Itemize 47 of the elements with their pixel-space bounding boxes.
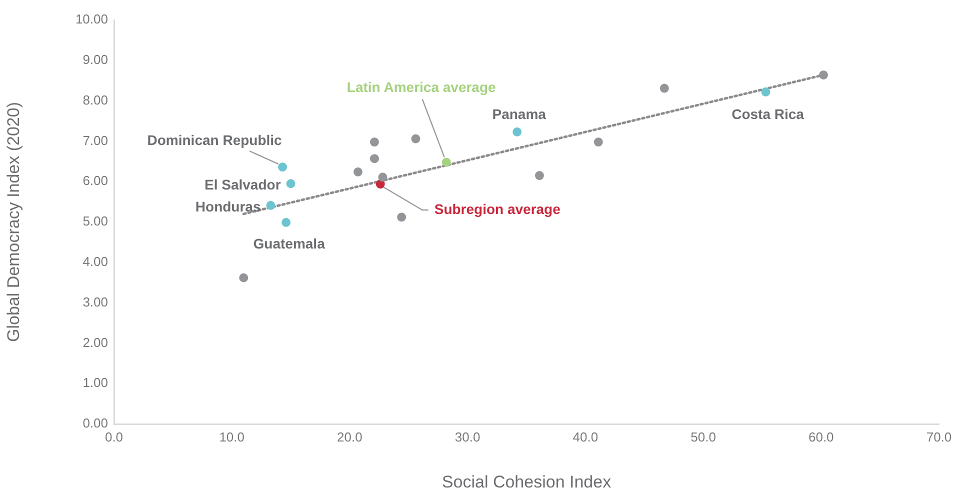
y-tick-label: 8.00 <box>82 92 108 108</box>
point <box>378 172 388 182</box>
y-tick-label: 3.00 <box>82 294 108 310</box>
x-axis-title: Social Cohesion Index <box>442 472 612 492</box>
point <box>370 154 379 164</box>
point <box>266 200 276 210</box>
text: Latin America average <box>346 79 496 96</box>
y-tick-label: 4.00 <box>82 254 108 269</box>
y-axis-title: Global Democracy Index (2020) <box>4 102 23 342</box>
x-tick-label: 70.0 <box>926 429 952 444</box>
x-tick-label: 20.0 <box>337 429 362 444</box>
point <box>594 138 603 147</box>
point <box>512 127 522 136</box>
point <box>411 134 420 144</box>
point <box>397 212 406 222</box>
x-tick-label: 60.0 <box>808 429 834 444</box>
x-tick-label: 30.0 <box>454 429 480 444</box>
x-tick-label: 40.0 <box>572 429 598 444</box>
y-tick-label: 9.00 <box>82 52 108 67</box>
point <box>819 70 828 80</box>
annotation: El Salvador <box>204 176 282 192</box>
point <box>278 162 288 172</box>
y-tick-label: 10.00 <box>75 12 108 27</box>
x-tick-label: 0.0 <box>104 429 124 444</box>
y-tick-label: 1.00 <box>82 375 108 390</box>
x-tick-label: 50.0 <box>690 429 716 444</box>
point <box>534 171 544 180</box>
y-tick-label: 6.00 <box>82 173 108 188</box>
text: Subregion average <box>434 200 561 217</box>
annotation: Dominican Republic <box>147 132 282 148</box>
point <box>239 273 248 282</box>
y-tick-label: 7.00 <box>82 132 108 148</box>
annotation: Costa Rica <box>732 106 804 122</box>
point <box>761 87 770 96</box>
point <box>442 158 451 167</box>
point <box>353 167 362 176</box>
y-tick-label: 0.00 <box>82 416 108 431</box>
y-tick-label: 5.00 <box>82 214 108 229</box>
annotation: Honduras <box>195 198 261 214</box>
point <box>660 84 669 93</box>
x-tick-label: 10.0 <box>219 429 245 444</box>
point <box>286 179 296 188</box>
y-tick-label: 2.00 <box>82 334 108 350</box>
point <box>282 218 291 227</box>
point <box>370 138 379 147</box>
annotation: Guatemala <box>253 235 326 252</box>
annotation: Panama <box>492 106 546 122</box>
